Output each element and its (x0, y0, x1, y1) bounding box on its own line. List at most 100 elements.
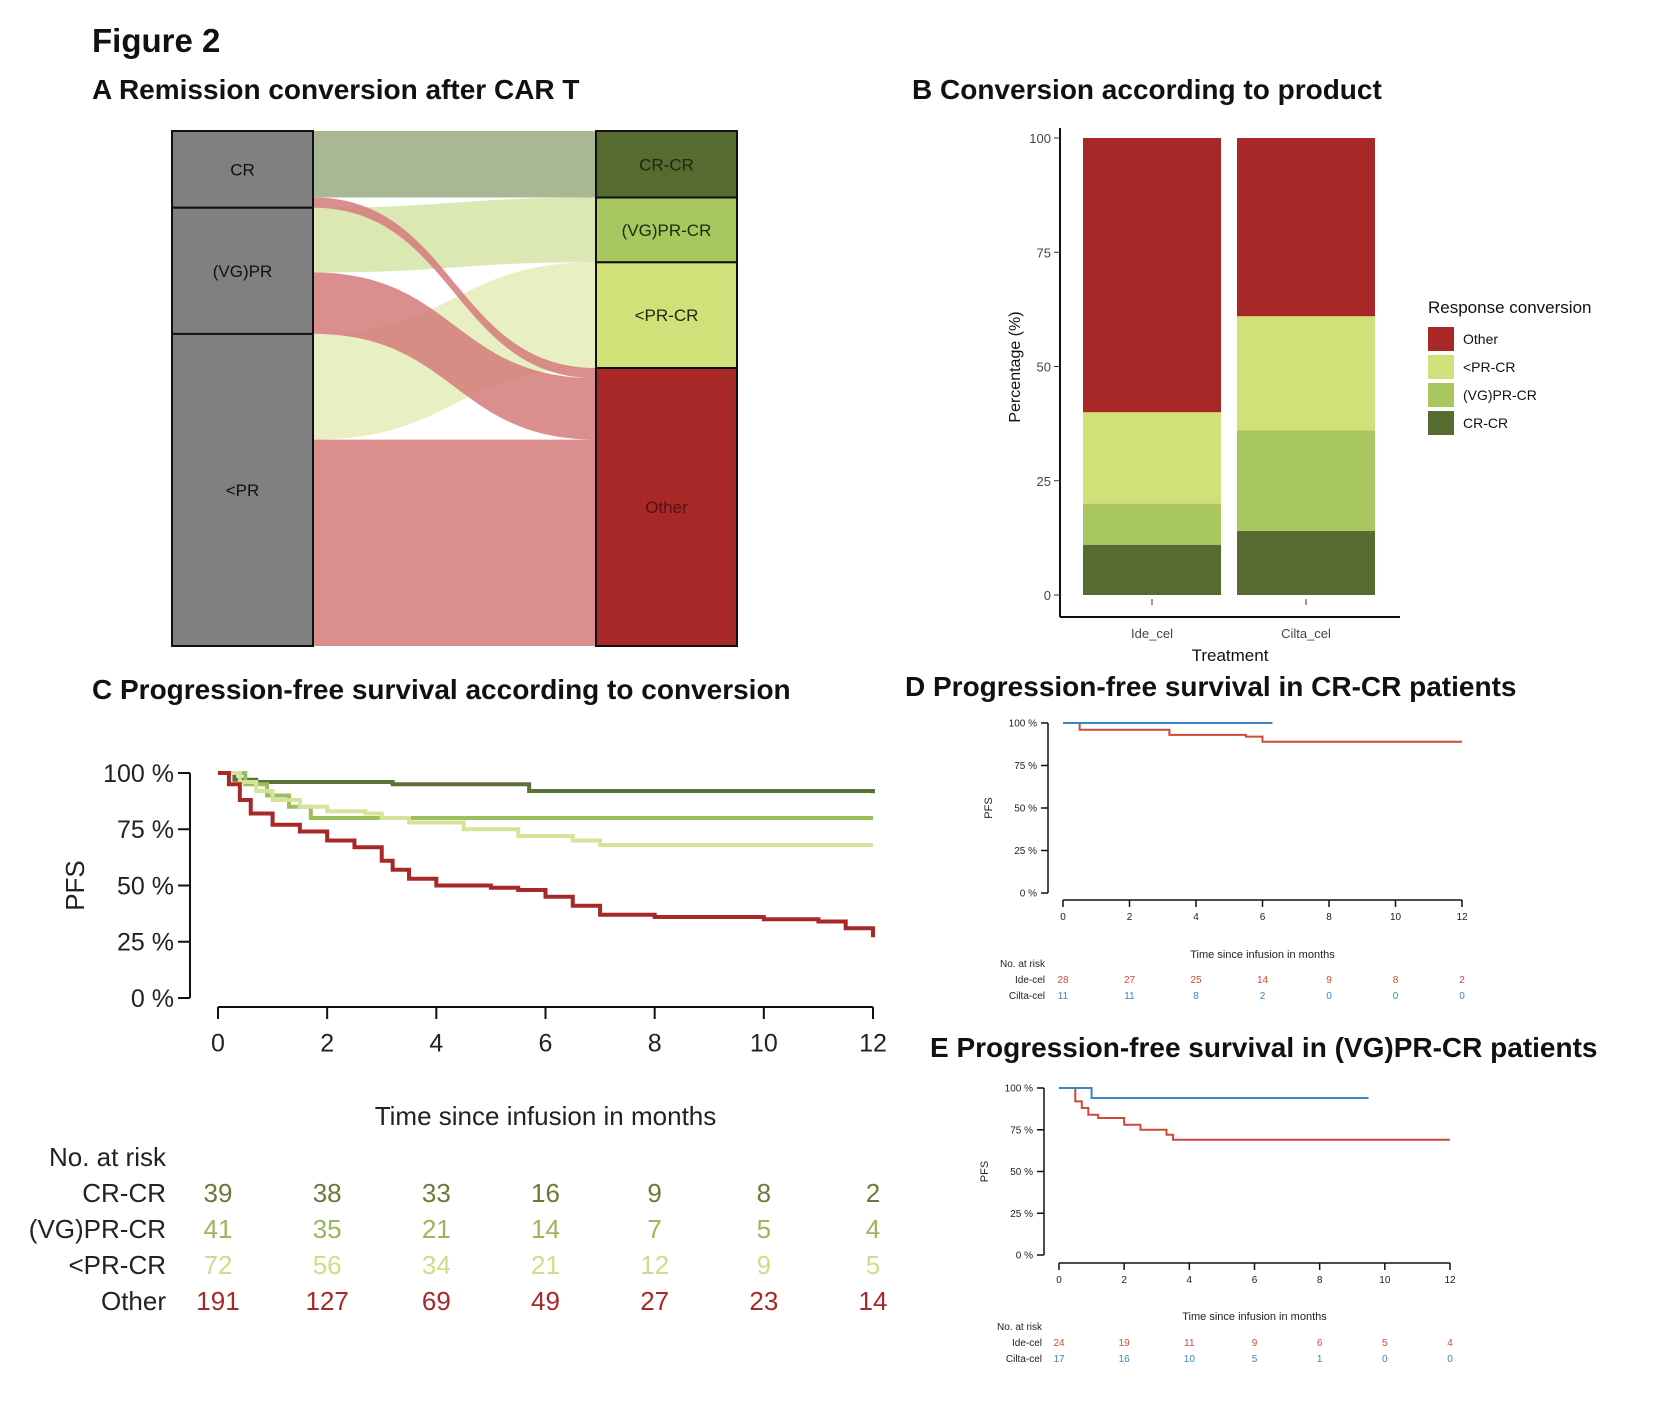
risk-value: 9 (757, 1250, 771, 1280)
curve-pr-cr (218, 771, 873, 847)
y-tick-label: 50 % (117, 872, 174, 900)
x-tick-label: 0 (1060, 912, 1066, 923)
risk-value: 38 (313, 1178, 342, 1208)
x-tick-label: 12 (859, 1030, 887, 1058)
risk-row-label-cilta-cel: Cilta-cel (1009, 991, 1045, 1002)
y-tick-label: 0 (1044, 588, 1051, 603)
y-axis-label: PFS (983, 797, 995, 818)
panel-b-stacked-bar: Ide_cel Cilta_cel 0 25 50 75 100 Treatment Perce… (1007, 128, 1591, 665)
flow-vg-pr-to-other (313, 272, 596, 440)
x-tick-label: Ide_cel (1131, 626, 1173, 641)
y-tick-label: 100 % (1005, 1084, 1033, 1095)
flow-pr-to-other (313, 439, 596, 646)
risk-value: 11 (1184, 1338, 1195, 1349)
risk-value: 11 (1124, 991, 1135, 1002)
risk-value: 27 (640, 1286, 669, 1316)
y-tick-label: 25 % (1014, 846, 1037, 857)
risk-row-label-other: Other (101, 1286, 166, 1316)
y-tick-label: 75 % (117, 816, 174, 844)
risk-value: 9 (647, 1178, 661, 1208)
x-tick-label: 10 (1379, 1275, 1391, 1286)
node-label-vg-pr-cr: (VG)PR-CR (622, 221, 712, 240)
y-tick-label: 100 % (1009, 719, 1037, 730)
risk-row-label-vg-pr-cr: (VG)PR-CR (29, 1214, 166, 1244)
risk-value: 5 (1382, 1338, 1388, 1349)
legend-label-vg-pr-cr: (VG)PR-CR (1463, 387, 1537, 403)
x-tick-label: 2 (1121, 1275, 1127, 1286)
curve-ide-cel (1059, 1087, 1450, 1141)
bar-cilta-cel-pr-cr (1237, 316, 1375, 431)
node-right-cr-cr (595, 130, 738, 199)
y-tick-label: 25 (1037, 474, 1051, 489)
node-label-pr-cr: <PR-CR (635, 306, 699, 325)
node-label-cr: CR (230, 160, 255, 179)
y-axis-label: PFS (979, 1161, 991, 1182)
flow-cr-to-cr-cr (313, 131, 596, 198)
legend-swatch-pr-cr (1428, 355, 1454, 379)
risk-value: 5 (866, 1250, 880, 1280)
risk-value: 4 (1447, 1338, 1453, 1349)
curve-vg-pr-cr (218, 771, 873, 820)
x-tick-label: 8 (1317, 1275, 1323, 1286)
legend-label-pr-cr: <PR-CR (1463, 359, 1516, 375)
risk-value: 23 (749, 1286, 778, 1316)
risk-row-label-pr-cr: <PR-CR (68, 1250, 166, 1280)
risk-value: 12 (640, 1250, 669, 1280)
risk-value: 8 (757, 1178, 771, 1208)
bar-cilta-cel-other (1237, 138, 1375, 317)
risk-value: 8 (1393, 975, 1399, 986)
y-tick-label: 50 (1037, 360, 1051, 375)
risk-table-title: No. at risk (1000, 959, 1046, 970)
risk-value: 72 (204, 1250, 233, 1280)
y-tick-label: 50 % (1010, 1167, 1033, 1178)
y-tick-label: 50 % (1014, 804, 1037, 815)
risk-value: 6 (1317, 1338, 1323, 1349)
panel-b-title: B Conversion according to product (912, 74, 1382, 105)
x-tick-label: 12 (1456, 912, 1468, 923)
x-axis-label: Time since infusion in months (1182, 1311, 1327, 1323)
risk-value: 21 (531, 1250, 560, 1280)
legend-label-cr-cr: CR-CR (1463, 415, 1508, 431)
risk-value: 69 (422, 1286, 451, 1316)
risk-value: 25 (1190, 975, 1202, 986)
x-axis-label: Time since infusion in months (1190, 949, 1335, 961)
risk-value: 35 (313, 1214, 342, 1244)
node-right-pr-cr (595, 261, 738, 370)
risk-value: 1 (1317, 1354, 1323, 1365)
x-tick-label: 6 (1252, 1275, 1258, 1286)
legend-title: Response conversion (1428, 298, 1591, 317)
risk-value: 0 (1382, 1354, 1388, 1365)
y-axis-label: Percentage (%) (1007, 311, 1024, 422)
risk-table-title: No. at risk (997, 1322, 1043, 1333)
risk-value: 2 (1459, 975, 1465, 986)
panel-d-title: D Progression-free survival in CR-CR pat… (905, 671, 1517, 702)
x-tick-label: 2 (320, 1030, 334, 1058)
x-tick-label: 4 (1193, 912, 1199, 923)
node-label-cr-cr: CR-CR (639, 155, 694, 174)
bar-ide-cel-other (1083, 138, 1221, 413)
bar-ide-cel-pr-cr (1083, 412, 1221, 504)
risk-value: 127 (305, 1286, 348, 1316)
y-tick-label: 75 % (1014, 761, 1037, 772)
figure-title: Figure 2 (92, 22, 221, 59)
risk-value: 27 (1124, 975, 1136, 986)
curve-cr-cr (218, 771, 875, 794)
legend-swatch-other (1428, 327, 1454, 351)
risk-value: 24 (1053, 1338, 1065, 1349)
y-tick-label: 100 % (103, 760, 174, 788)
risk-value: 10 (1184, 1354, 1196, 1365)
y-tick-label: 75 % (1010, 1125, 1033, 1136)
y-tick-label: 25 % (117, 929, 174, 957)
x-tick-label: 6 (539, 1030, 553, 1058)
legend-swatch-vg-pr-cr (1428, 383, 1454, 407)
risk-value: 56 (313, 1250, 342, 1280)
node-right-other (595, 367, 738, 647)
risk-value: 14 (1257, 975, 1269, 986)
risk-value: 17 (1053, 1354, 1065, 1365)
risk-value: 21 (422, 1214, 451, 1244)
bar-ide-cel-cr-cr (1083, 544, 1221, 595)
risk-value: 0 (1447, 1354, 1453, 1365)
x-tick-label: 0 (211, 1030, 225, 1058)
risk-value: 33 (422, 1178, 451, 1208)
